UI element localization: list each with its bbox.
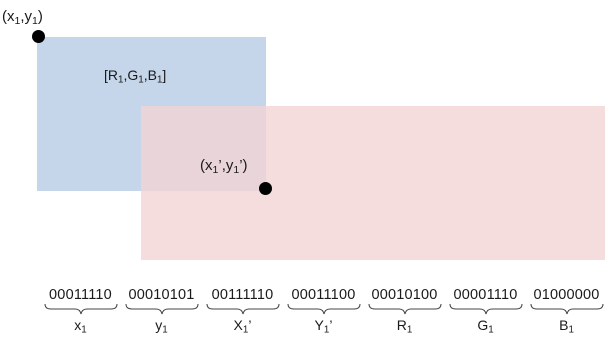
bit-field-label-main: x: [74, 317, 82, 333]
curly-brace-icon: [44, 303, 117, 315]
bit-field-label-prime: ’: [329, 317, 333, 333]
end-x: x: [205, 157, 213, 174]
start-point-dot: [32, 30, 45, 43]
bit-field: 00001110 G1: [445, 287, 526, 336]
start-sep: ,: [20, 8, 25, 25]
bit-field: 00010101 y1: [121, 287, 202, 336]
bit-field-label-sub: 1: [162, 324, 168, 336]
bit-field-bits: 00010100: [371, 287, 438, 303]
curly-brace-icon: [368, 303, 441, 315]
bit-field: 00011110 x1: [40, 287, 121, 336]
curly-brace-icon: [125, 303, 198, 315]
bit-field-label: R1: [364, 317, 445, 336]
bit-field-label-main: y: [155, 317, 163, 333]
start-y-sub: 1: [32, 14, 38, 27]
rgb-r: R: [107, 67, 119, 83]
start-y: y: [24, 8, 33, 25]
bit-field-bits: 01000000: [533, 287, 600, 303]
rgb-open: [: [104, 67, 108, 83]
bit-field-label-main: Y: [314, 317, 324, 333]
bit-field-label-main: B: [559, 317, 569, 333]
start-x: x: [7, 8, 15, 25]
rgb-b-sub: 1: [156, 74, 163, 86]
end-sep: ,: [221, 157, 226, 174]
bit-field: 00010100 R1: [364, 287, 445, 336]
curly-brace-icon: [206, 303, 279, 315]
curly-brace-icon: [287, 303, 360, 315]
bit-field: 00111110 X1’: [202, 287, 283, 336]
bit-field-label-sub: 1: [488, 324, 494, 336]
bit-field-label-main: R: [396, 317, 407, 333]
end-y: y: [225, 157, 234, 174]
bit-field-bits: 00111110: [211, 287, 274, 303]
start-x-sub: 1: [14, 14, 21, 27]
bit-field: 00011100 Y1’: [283, 287, 364, 336]
bit-field-label: X1’: [202, 317, 283, 336]
rgb-b: B: [147, 67, 157, 83]
second-rectangle: [141, 106, 605, 260]
bit-field-label-main: G: [477, 317, 489, 333]
rgb-r-sub: 1: [118, 74, 124, 86]
bit-field-label-sub: 1: [323, 324, 330, 336]
end-y-sub: 1: [233, 163, 240, 176]
bit-encoding-row: 00011110 x1 00010101 y1 00111110 X1’ 00011100 Y…: [0, 287, 605, 342]
rgb-g: G: [127, 67, 139, 83]
rgb-label: [R1,G1,B1]: [104, 67, 167, 86]
bit-field-bits: 00010101: [128, 287, 195, 303]
bit-field-bits: 00011100: [291, 287, 356, 303]
bit-field-label: x1: [40, 317, 121, 336]
bit-field-bits: 00011110: [49, 287, 112, 303]
bit-field-label: Y1’: [283, 317, 364, 336]
curly-brace-icon: [530, 303, 603, 315]
end-point-label: (x1’,y1’): [200, 157, 248, 176]
bit-field-label: B1: [526, 317, 605, 336]
bit-field-label: y1: [121, 317, 202, 336]
bit-field-bits: 00001110: [453, 287, 518, 303]
curly-brace-icon: [449, 303, 522, 315]
start-point-label: (x1,y1): [2, 8, 43, 27]
bit-field-label-sub: 1: [242, 324, 249, 336]
end-x-sub: 1: [212, 163, 219, 176]
end-y-prime: ’: [239, 157, 243, 174]
bit-field-label-sub: 1: [81, 324, 87, 336]
bit-field-label-main: X: [233, 317, 243, 333]
bit-field-label: G1: [445, 317, 526, 336]
end-x-prime: ’: [218, 157, 222, 174]
rgb-close: ]: [162, 67, 167, 83]
bit-field-label-sub: 1: [406, 324, 413, 336]
bit-field-label-prime: ’: [248, 317, 252, 333]
end-point-dot: [259, 182, 272, 195]
bit-field-label-sub: 1: [568, 324, 574, 336]
rgb-g-sub: 1: [138, 74, 144, 86]
bit-field: 01000000 B1: [526, 287, 605, 336]
